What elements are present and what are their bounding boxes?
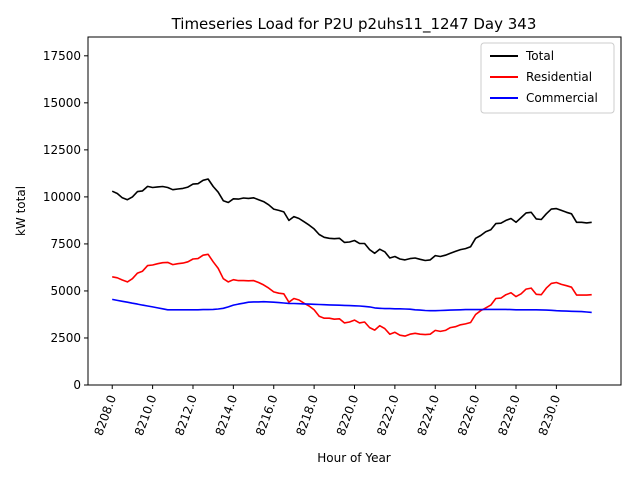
y-tick-label: 10000 (43, 190, 81, 204)
series-line-residential (112, 253, 592, 337)
legend: Total Residential Commercial (480, 42, 615, 114)
y-tick-label: 12500 (43, 143, 81, 157)
x-axis-label: Hour of Year (317, 451, 391, 465)
y-tick-label: 15000 (43, 96, 81, 110)
y-tick-label: 0 (73, 378, 81, 392)
y-tick-label: 5000 (50, 284, 81, 298)
legend-label-total: Total (525, 49, 554, 63)
series-line-commercial (112, 298, 592, 314)
y-tick-label: 17500 (43, 49, 81, 63)
legend-box (480, 42, 615, 114)
y-axis: 0 2500 5000 7500 10000 12500 15000 17500 (43, 49, 88, 392)
y-axis-label: kW total (14, 186, 28, 236)
series-line-total (111, 178, 592, 262)
series-layer (111, 178, 592, 337)
legend-label-residential: Residential (526, 70, 592, 84)
chart-title: Timeseries Load for P2U p2uhs11_1247 Day… (171, 15, 537, 34)
y-tick-label: 7500 (50, 237, 81, 251)
y-tick-label: 2500 (50, 331, 81, 345)
legend-label-commercial: Commercial (526, 91, 598, 105)
